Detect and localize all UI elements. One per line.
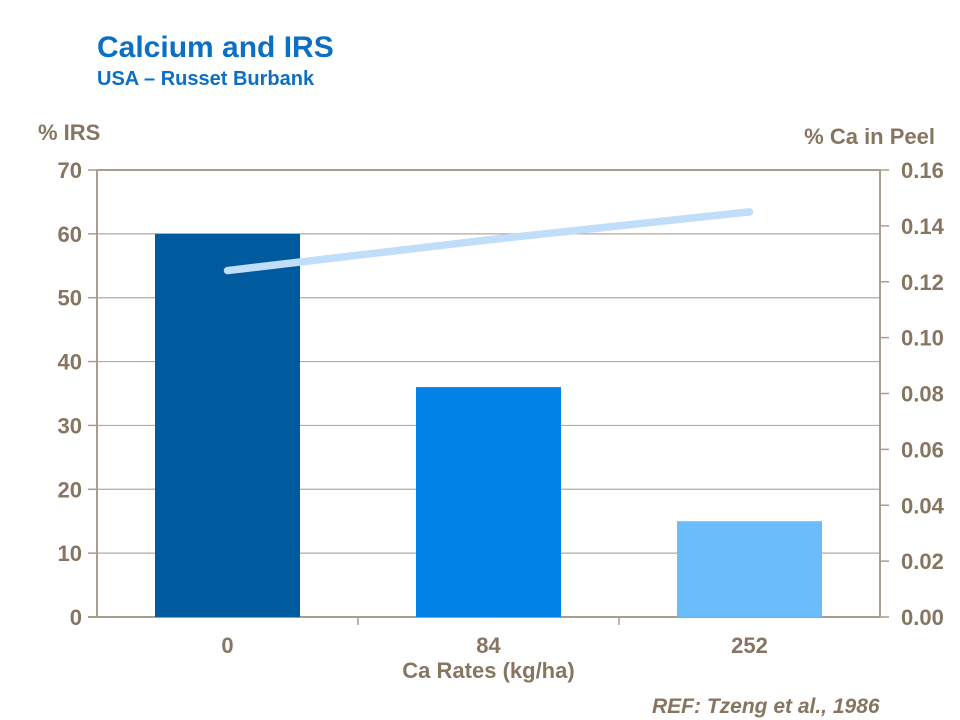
bar-ca-252 — [677, 521, 822, 617]
reference-text: REF: Tzeng et al., 1986 — [652, 695, 880, 718]
left-axis-tick-label: 10 — [58, 541, 82, 566]
right-axis-tick-label: 0.06 — [901, 437, 944, 462]
page-subtitle: USA – Russet Burbank — [97, 68, 315, 90]
x-category-label: 252 — [731, 633, 768, 658]
right-axis-tick-label: 0.04 — [901, 493, 945, 518]
x-axis-title: Ca Rates (kg/ha) — [402, 658, 575, 683]
right-axis-tick-label: 0.02 — [901, 549, 944, 574]
right-axis-tick-label: 0.10 — [901, 326, 944, 351]
left-axis-tick-label: 70 — [58, 158, 82, 183]
left-axis-tick-label: 40 — [58, 350, 82, 375]
bar-ca-0 — [155, 233, 300, 617]
right-axis-title: % Ca in Peel — [804, 124, 935, 149]
x-category-label: 0 — [221, 633, 233, 658]
right-axis-tick-label: 0.12 — [901, 270, 944, 295]
left-axis-tick-label: 0 — [70, 605, 82, 630]
right-axis-tick-label: 0.14 — [901, 214, 945, 239]
ca-in-peel-line — [223, 208, 754, 275]
right-axis-tick-label: 0.00 — [901, 605, 944, 630]
page-title: Calcium and IRS — [97, 31, 334, 64]
bar-ca-84 — [416, 387, 561, 617]
left-axis-tick-label: 30 — [58, 413, 82, 438]
left-axis-tick-label: 60 — [58, 222, 82, 247]
left-axis-tick-label: 20 — [58, 477, 82, 502]
right-axis-tick-label: 0.08 — [901, 382, 944, 407]
x-category-label: 84 — [476, 633, 501, 658]
right-axis-tick-label: 0.16 — [901, 158, 944, 183]
left-axis-title: % IRS — [38, 120, 101, 145]
left-axis-tick-label: 50 — [58, 286, 82, 311]
